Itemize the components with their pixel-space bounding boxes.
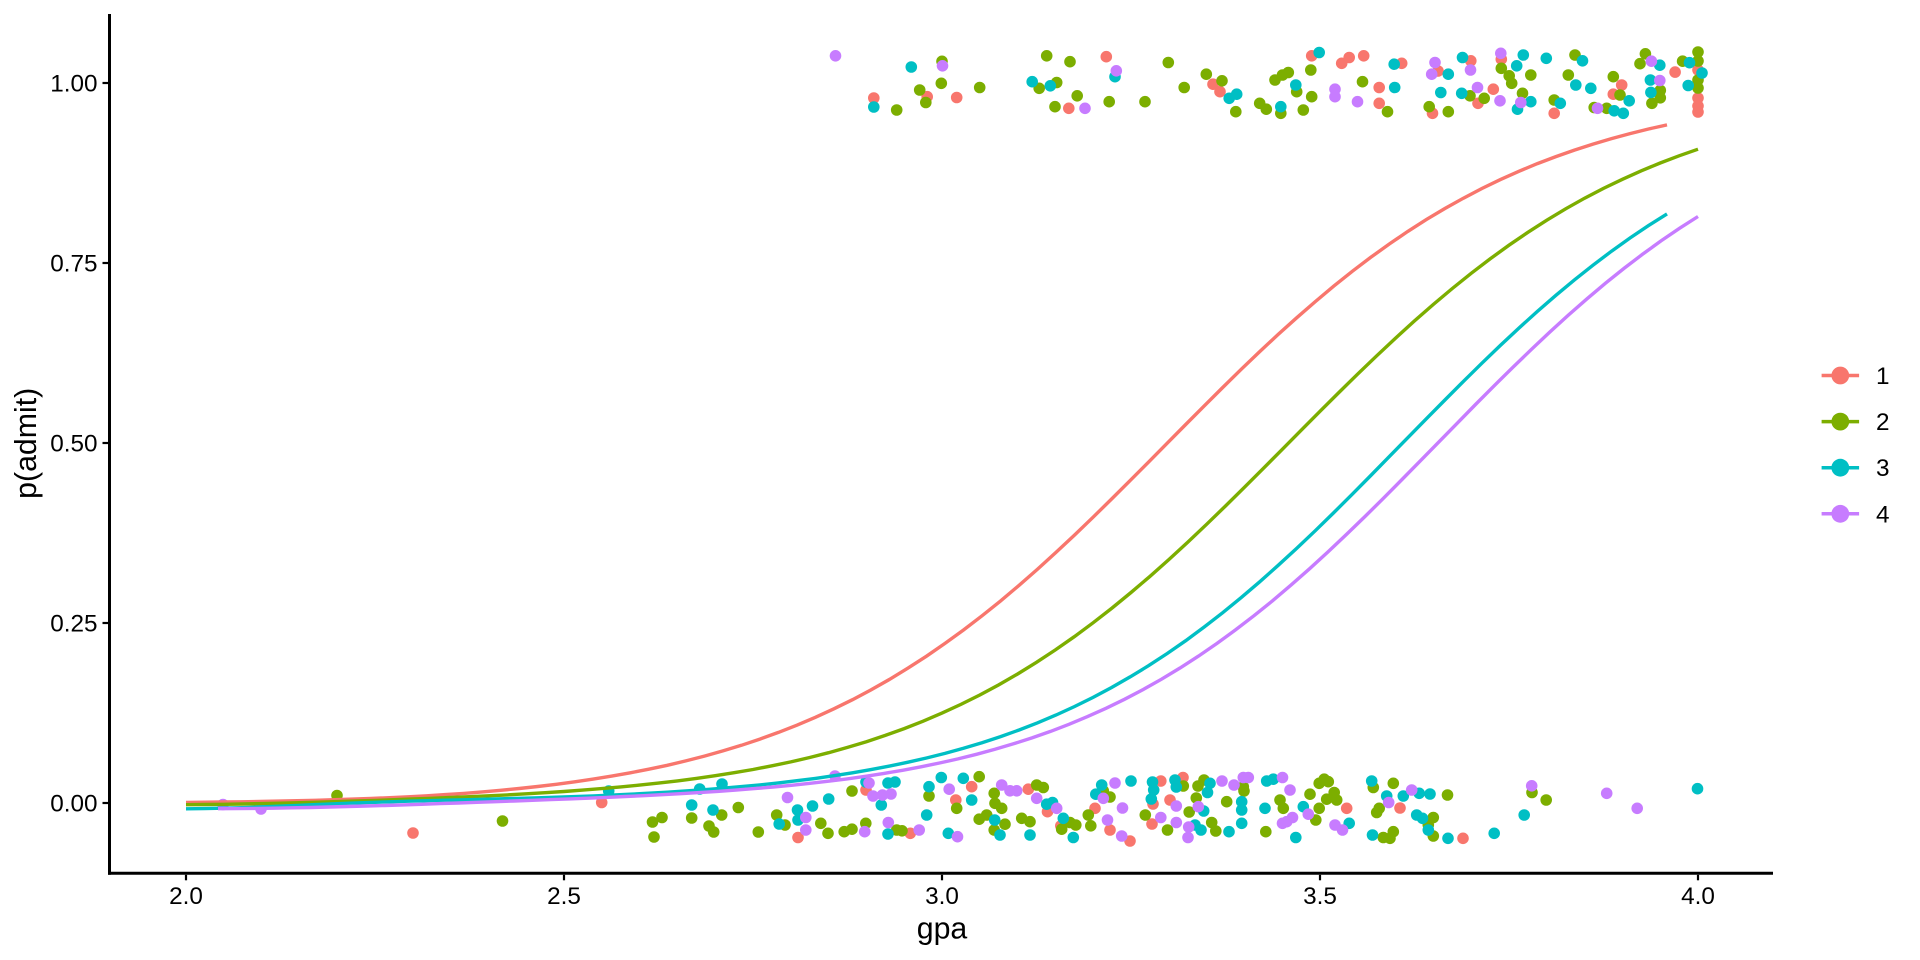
svg-text:0.50: 0.50	[50, 431, 97, 458]
svg-text:1.00: 1.00	[50, 71, 97, 98]
svg-text:2.5: 2.5	[547, 883, 581, 910]
svg-text:3.0: 3.0	[925, 883, 959, 910]
svg-text:0.00: 0.00	[50, 791, 97, 818]
svg-text:p(admit): p(admit)	[10, 388, 43, 499]
svg-text:4.0: 4.0	[1681, 883, 1715, 910]
svg-text:1: 1	[1876, 363, 1890, 390]
svg-text:0.75: 0.75	[50, 251, 97, 278]
svg-text:gpa: gpa	[917, 913, 968, 946]
svg-text:2.0: 2.0	[169, 883, 203, 910]
svg-text:4: 4	[1876, 501, 1890, 528]
svg-text:2: 2	[1876, 409, 1890, 436]
svg-text:0.25: 0.25	[50, 611, 97, 638]
svg-text:3: 3	[1876, 455, 1890, 482]
svg-text:3.5: 3.5	[1303, 883, 1337, 910]
